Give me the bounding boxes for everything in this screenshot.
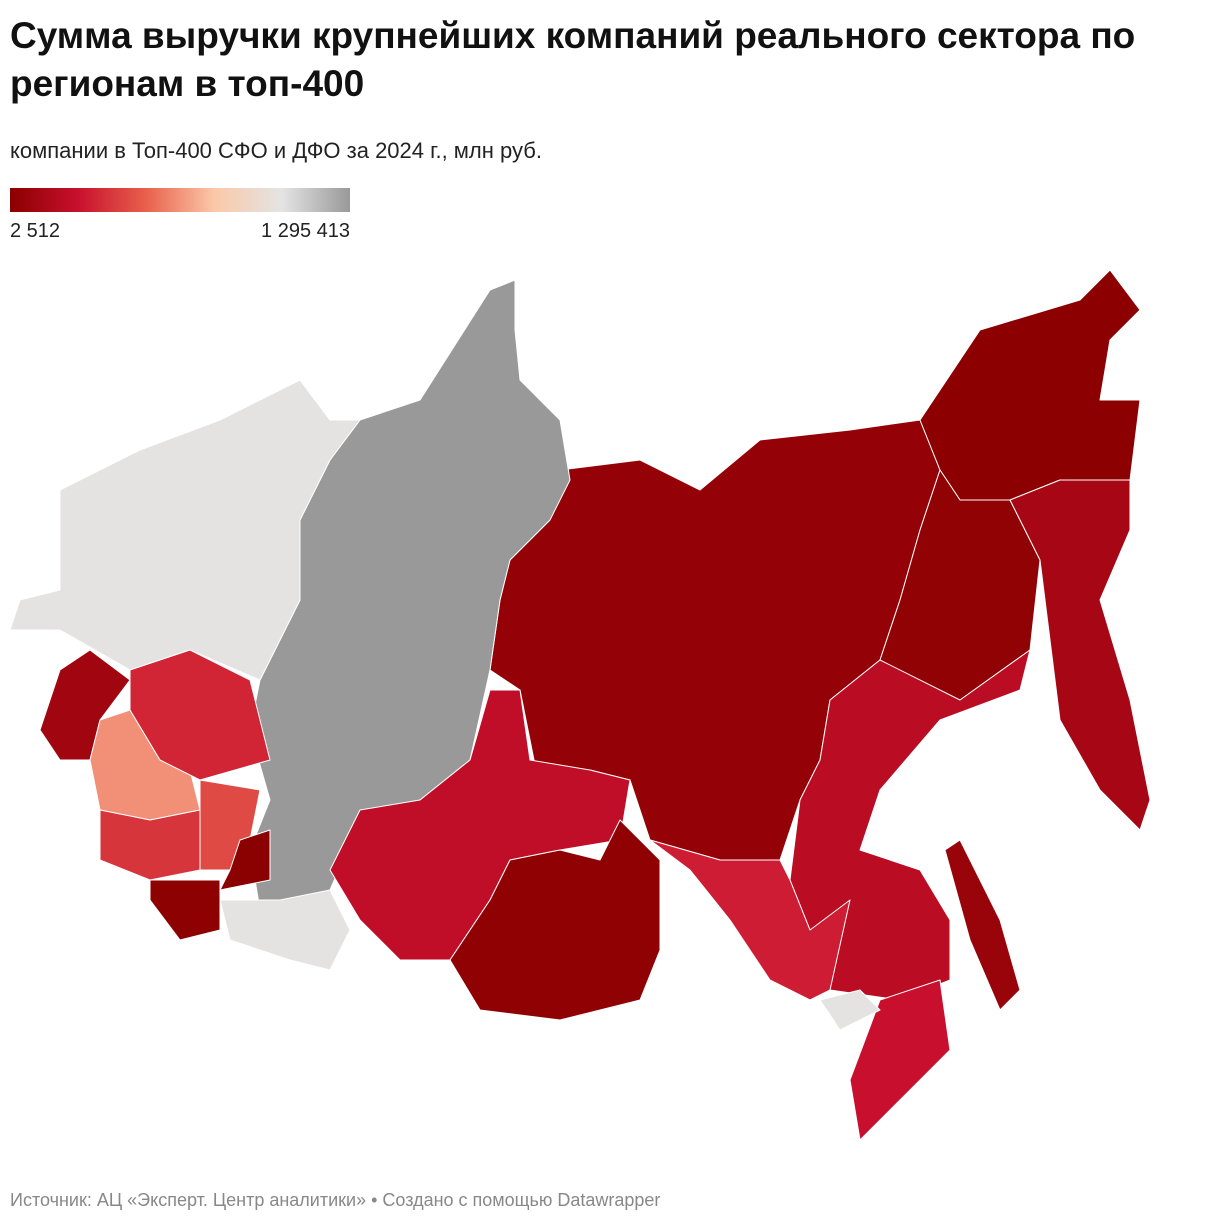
region xyxy=(919,269,1141,501)
region xyxy=(99,809,201,881)
region xyxy=(329,689,631,961)
subtitle: компании в Топ-400 СФО и ДФО за 2024 г.,… xyxy=(10,138,542,163)
colorbar xyxy=(10,188,350,212)
region xyxy=(819,989,881,1031)
region xyxy=(219,889,351,971)
region xyxy=(129,649,271,781)
region xyxy=(149,879,221,941)
region xyxy=(944,839,1021,1011)
region xyxy=(219,829,271,891)
region xyxy=(39,649,131,761)
region xyxy=(1009,479,1151,831)
source: Источник: АЦ «Эксперт. Центр аналитики» … xyxy=(10,1190,661,1210)
colorbar-label: 1 295 413 xyxy=(261,220,350,242)
region xyxy=(649,839,851,1001)
title: Сумма выручки крупнейших компаний реальн… xyxy=(10,15,1136,104)
colorbar-label: 2 512 xyxy=(10,220,60,242)
region xyxy=(9,379,361,681)
region xyxy=(789,649,1031,1001)
region xyxy=(449,819,661,1021)
region xyxy=(849,979,951,1141)
